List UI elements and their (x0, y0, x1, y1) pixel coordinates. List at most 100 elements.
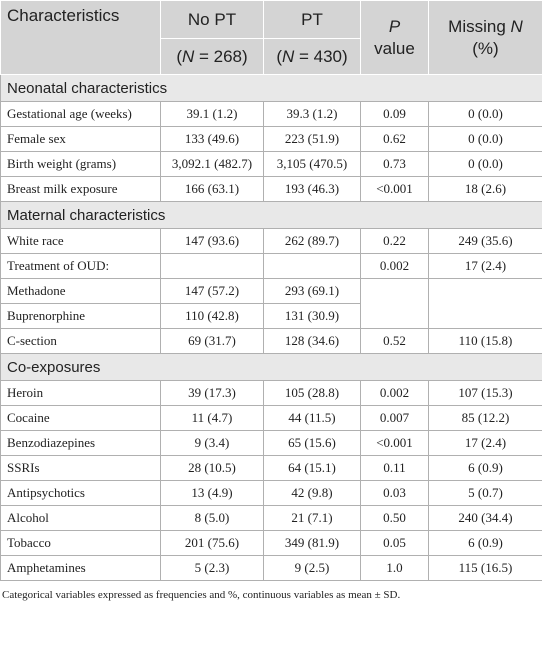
cell: 39.3 (1.2) (263, 101, 361, 127)
cell: 0 (0.0) (428, 151, 542, 177)
cell: 9 (2.5) (263, 555, 361, 581)
cell: 0.002 (360, 380, 429, 406)
cell: 0.62 (360, 126, 429, 152)
section-row: Co-exposures (0, 353, 542, 381)
cell: 0 (0.0) (428, 101, 542, 127)
cell: 21 (7.1) (263, 505, 361, 531)
cell: 64 (15.1) (263, 455, 361, 481)
cell: 1.0 (360, 555, 429, 581)
header-cell: Characteristics (0, 0, 161, 75)
header-text: Characteristics (7, 6, 120, 25)
row-label: Heroin (0, 380, 161, 406)
data-row: Amphetamines 5 (2.3) 9 (2.5) 1.0 115 (16.5) (0, 555, 542, 581)
header-text: N (281, 46, 295, 66)
cell: 18 (2.6) (428, 176, 542, 202)
header-cell: Missing N (%) (428, 0, 542, 75)
cell: 5 (2.3) (160, 555, 264, 581)
cell: 0.50 (360, 505, 429, 531)
cell: 110 (42.8) (160, 303, 264, 329)
section-title: Maternal characteristics (0, 201, 542, 229)
cell: 44 (11.5) (263, 405, 361, 431)
cell: 133 (49.6) (160, 126, 264, 152)
cell (360, 278, 429, 329)
header-cell: PT (263, 0, 361, 39)
cell: 293 (69.1) (263, 278, 361, 304)
cell: 262 (89.7) (263, 228, 361, 254)
cell: 0.11 (360, 455, 429, 481)
cell: 28 (10.5) (160, 455, 264, 481)
cell: 17 (2.4) (428, 253, 542, 279)
cell: 240 (34.4) (428, 505, 542, 531)
header-text: = 268) (199, 46, 248, 66)
cell: 223 (51.9) (263, 126, 361, 152)
header-text: ( (276, 46, 282, 66)
data-row: Heroin 39 (17.3) 105 (28.8) 0.002 107 (15.3) (0, 380, 542, 406)
cell (428, 278, 542, 329)
cell: 0.03 (360, 480, 429, 506)
cell: 193 (46.3) (263, 176, 361, 202)
cell: 107 (15.3) (428, 380, 542, 406)
cell: 147 (93.6) (160, 228, 264, 254)
cell: 249 (35.6) (428, 228, 542, 254)
row-label: White race (0, 228, 161, 254)
cell: 39.1 (1.2) (160, 101, 264, 127)
header-text: P (388, 16, 401, 36)
data-row: Antipsychotics 13 (4.9) 42 (9.8) 0.03 5 (0.7… (0, 480, 542, 506)
row-label: Benzodiazepines (0, 430, 161, 456)
row-label: SSRIs (0, 455, 161, 481)
cell: 5 (0.7) (428, 480, 542, 506)
cell: 0.22 (360, 228, 429, 254)
data-row: Treatment of OUD: 0.002 17 (2.4) (0, 253, 542, 279)
cell: 42 (9.8) (263, 480, 361, 506)
data-row: Benzodiazepines 9 (3.4) 65 (15.6) <0.001 17 … (0, 430, 542, 456)
header-text: PT (301, 9, 323, 29)
row-label: C-section (0, 328, 161, 354)
cell: 9 (3.4) (160, 430, 264, 456)
row-label: Gestational age (weeks) (0, 101, 161, 127)
cell: 0.73 (360, 151, 429, 177)
cell (160, 253, 264, 279)
cell (263, 253, 361, 279)
cell: 6 (0.9) (428, 530, 542, 556)
cell: 115 (16.5) (428, 555, 542, 581)
cell: 201 (75.6) (160, 530, 264, 556)
table-body: Neonatal characteristics Gestational age … (0, 74, 542, 581)
cell: 65 (15.6) (263, 430, 361, 456)
row-label: Buprenorphine (0, 303, 161, 329)
cell: 11 (4.7) (160, 405, 264, 431)
section-title: Neonatal characteristics (0, 74, 542, 102)
row-label: Alcohol (0, 505, 161, 531)
cell: 0.52 (360, 328, 429, 354)
cell: 13 (4.9) (160, 480, 264, 506)
row-label: Tobacco (0, 530, 161, 556)
data-row: Gestational age (weeks) 39.1 (1.2) 39.3 (1… (0, 101, 542, 127)
cell: 349 (81.9) (263, 530, 361, 556)
cell: 3,092.1 (482.7) (160, 151, 264, 177)
row-label: Amphetamines (0, 555, 161, 581)
cell: 105 (28.8) (263, 380, 361, 406)
header-cell: (N = 430) (263, 38, 361, 75)
row-label: Cocaine (0, 405, 161, 431)
data-row: SSRIs 28 (10.5) 64 (15.1) 0.11 6 (0.9) (0, 455, 542, 481)
cell: 17 (2.4) (428, 430, 542, 456)
row-label: Birth weight (grams) (0, 151, 161, 177)
data-row: Methadone 147 (57.2) 293 (69.1) (0, 278, 542, 329)
data-row: Birth weight (grams) 3,092.1 (482.7) 3,105… (0, 151, 542, 177)
row-label: Methadone (0, 278, 161, 304)
cell: 0.007 (360, 405, 429, 431)
header-text: = 430) (299, 46, 348, 66)
cell: 166 (63.1) (160, 176, 264, 202)
cell: 3,105 (470.5) (263, 151, 361, 177)
header-text: ( (176, 46, 182, 66)
cell: 128 (34.6) (263, 328, 361, 354)
data-row: Tobacco 201 (75.6) 349 (81.9) 0.05 6 (0.9) (0, 530, 542, 556)
cell: 131 (30.9) (263, 303, 361, 329)
row-label: Female sex (0, 126, 161, 152)
section-row: Neonatal characteristics (0, 74, 542, 102)
cell: <0.001 (360, 430, 429, 456)
data-row: Breast milk exposure 166 (63.1) 193 (46.3)… (0, 176, 542, 202)
data-row: Alcohol 8 (5.0) 21 (7.1) 0.50 240 (34.4) (0, 505, 542, 531)
data-row: Cocaine 11 (4.7) 44 (11.5) 0.007 85 (12.2) (0, 405, 542, 431)
